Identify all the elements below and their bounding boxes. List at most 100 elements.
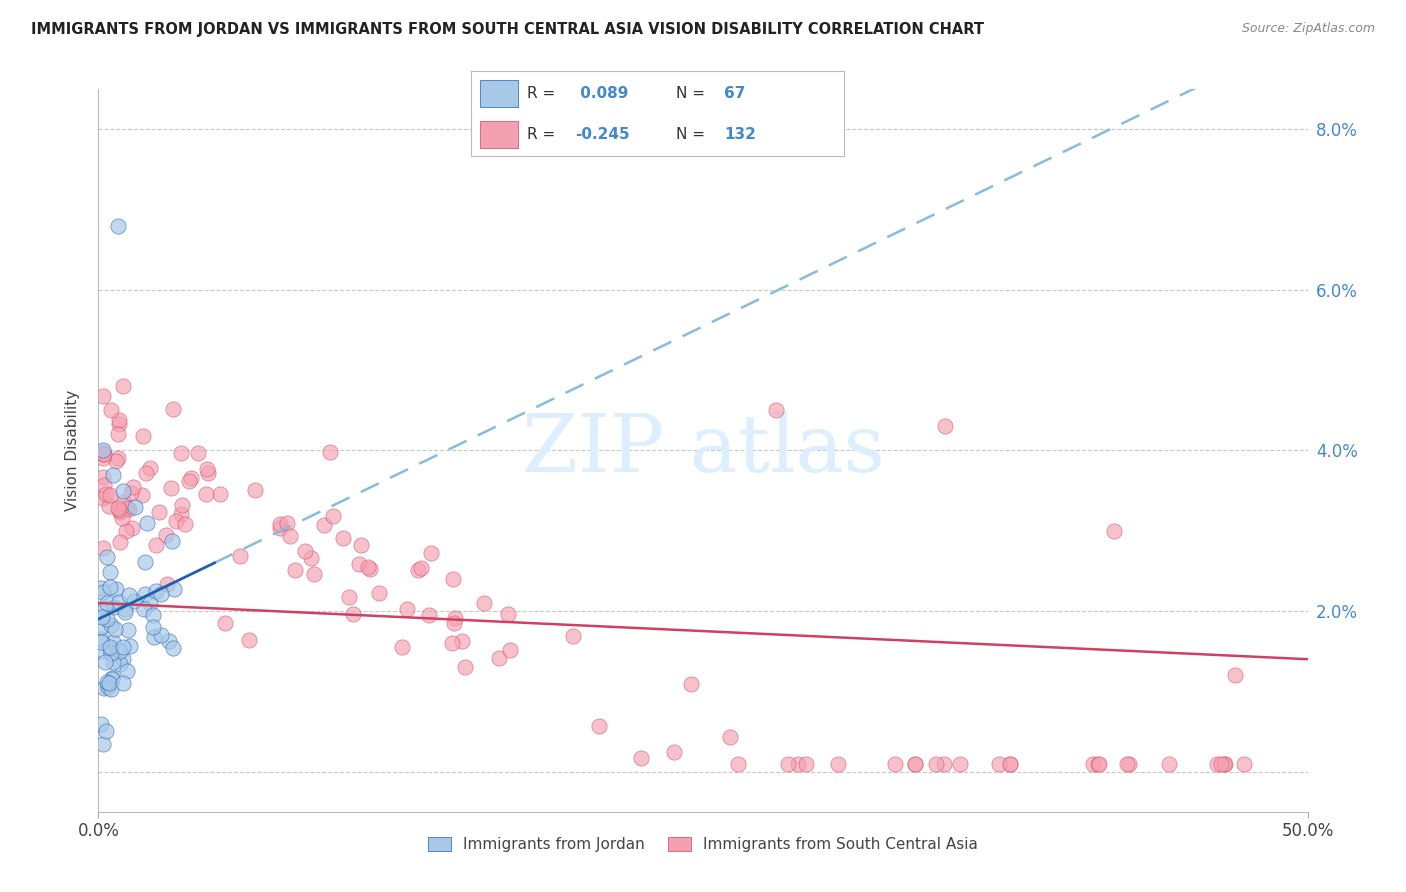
Point — [1115, 756, 1137, 771]
Text: -0.245: -0.245 — [575, 127, 630, 142]
Point — [101, 655, 124, 669]
Text: IMMIGRANTS FROM JORDAN VS IMMIGRANTS FROM SOUTH CENTRAL ASIA VISION DISABILITY C: IMMIGRANTS FROM JORDAN VS IMMIGRANTS FRO… — [31, 22, 984, 37]
Point — [118, 639, 141, 653]
Point — [441, 572, 464, 586]
Point — [904, 756, 927, 771]
Point — [101, 671, 124, 685]
Point — [142, 607, 165, 622]
Point — [827, 756, 849, 771]
Point — [112, 651, 135, 665]
Point — [420, 546, 443, 560]
Point — [104, 622, 127, 636]
Point — [96, 612, 118, 626]
Point — [162, 401, 184, 416]
Point — [91, 444, 114, 458]
Point — [1000, 756, 1022, 771]
Point — [949, 756, 972, 771]
Point — [332, 532, 354, 546]
Point — [630, 751, 652, 765]
Point — [1209, 756, 1232, 771]
Point — [322, 508, 344, 523]
Point — [776, 756, 799, 771]
Bar — [481, 80, 517, 107]
Point — [304, 566, 326, 581]
Point — [391, 640, 413, 654]
Point — [108, 595, 131, 609]
Point — [454, 660, 477, 674]
Text: 67: 67 — [724, 86, 745, 101]
Point — [94, 724, 117, 739]
Point — [342, 607, 364, 622]
Point — [100, 403, 122, 417]
Point — [194, 486, 217, 500]
Point — [117, 624, 139, 638]
Point — [418, 607, 440, 622]
Point — [718, 730, 741, 744]
Point — [1087, 756, 1109, 771]
Point — [107, 427, 129, 442]
Point — [149, 586, 172, 600]
Point — [100, 646, 122, 660]
Point — [765, 403, 787, 417]
Y-axis label: Vision Disability: Vision Disability — [65, 390, 80, 511]
Point — [131, 488, 153, 502]
Point — [115, 664, 138, 678]
Point — [350, 538, 373, 552]
Point — [159, 481, 181, 495]
Point — [294, 544, 316, 558]
Point — [134, 587, 156, 601]
Point — [368, 586, 391, 600]
Point — [163, 582, 186, 596]
Point — [101, 467, 124, 482]
Point — [135, 516, 157, 530]
Point — [118, 501, 141, 516]
Point — [142, 620, 165, 634]
Point — [269, 521, 291, 535]
Text: N =: N = — [676, 86, 710, 101]
Point — [96, 674, 118, 689]
Point — [108, 505, 131, 519]
Point — [93, 447, 115, 461]
Point — [794, 756, 817, 771]
Point — [91, 447, 114, 461]
Point — [165, 514, 187, 528]
Point — [98, 565, 121, 579]
Point — [111, 640, 134, 654]
Point — [111, 483, 134, 498]
Point — [90, 717, 112, 731]
Point — [107, 502, 129, 516]
Point — [562, 629, 585, 643]
Point — [337, 590, 360, 604]
Point — [100, 618, 122, 632]
Point — [276, 516, 298, 530]
Point — [406, 563, 429, 577]
Point — [162, 640, 184, 655]
Point — [155, 528, 177, 542]
Point — [90, 581, 112, 595]
Point — [411, 561, 433, 575]
Point — [170, 446, 193, 460]
Point — [278, 528, 301, 542]
Point — [111, 379, 134, 393]
Point — [105, 453, 128, 467]
Point — [94, 486, 117, 500]
Point — [108, 417, 131, 432]
Point — [115, 524, 138, 539]
Point — [787, 756, 810, 771]
Point — [1087, 756, 1109, 771]
Point — [180, 471, 202, 485]
Point — [238, 633, 260, 648]
Text: N =: N = — [676, 127, 710, 142]
Point — [139, 596, 162, 610]
Point — [108, 644, 131, 658]
Legend: Immigrants from Jordan, Immigrants from South Central Asia: Immigrants from Jordan, Immigrants from … — [422, 831, 984, 858]
Point — [1205, 756, 1227, 771]
Point — [170, 507, 193, 521]
Point — [93, 477, 115, 491]
Point — [243, 483, 266, 497]
Point — [925, 756, 948, 771]
Bar — [481, 120, 517, 147]
Point — [1102, 524, 1125, 538]
Point — [93, 681, 115, 695]
Point — [1213, 756, 1236, 771]
